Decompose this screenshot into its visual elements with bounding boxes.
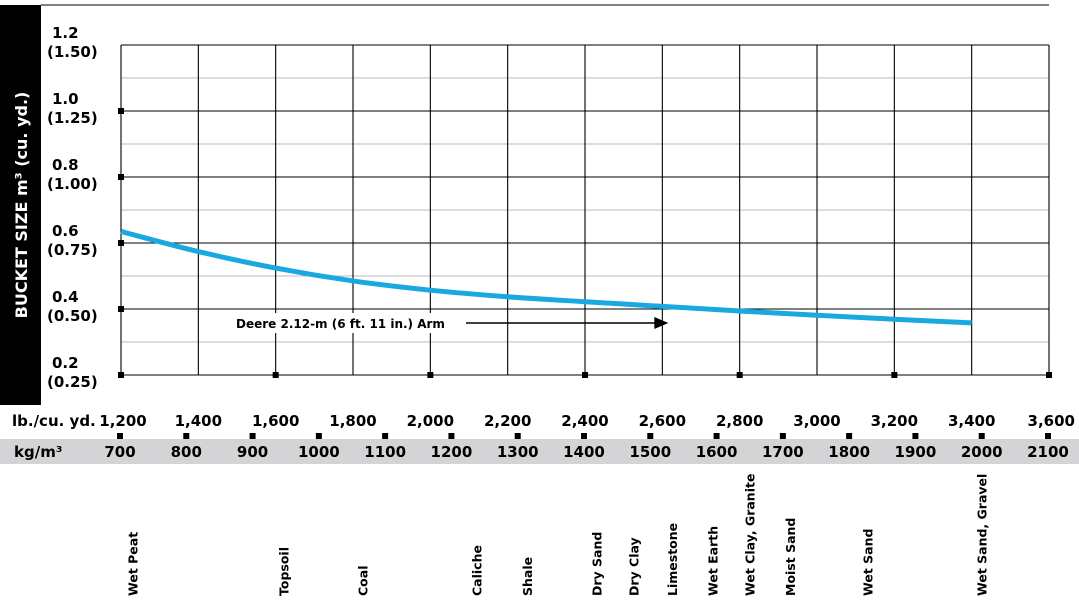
kg-band — [0, 439, 1079, 464]
kg-tick-mark — [514, 433, 521, 439]
kg-tick-label: 1100 — [364, 443, 406, 461]
material-label: Dry Sand — [590, 532, 605, 596]
kg-tick-mark — [382, 433, 389, 439]
material-labels: Wet Peat Topsoil Coal Caliche Shale Dry Sand D… — [126, 474, 990, 596]
kg-tick-mark — [249, 433, 256, 439]
lb-tick-label: 2,200 — [484, 412, 531, 430]
kg-tick-label: 1300 — [497, 443, 539, 461]
series-line — [120, 229, 972, 326]
kg-tick-label: 1600 — [696, 443, 738, 461]
material-label: Wet Sand — [860, 529, 875, 596]
y-tick-labels: 0.2(0.25)0.4(0.50)0.6(0.75)0.8(1.00)1.0(… — [47, 24, 98, 391]
kg-tick-mark — [912, 433, 919, 439]
kg-tick-label: 700 — [104, 443, 135, 461]
y-axis-label: BUCKET SIZE m³ (cu. yd.) — [12, 92, 31, 319]
axis-bands: BUCKET SIZE m³ (cu. yd.) — [0, 4, 1079, 464]
kg-tick-mark — [117, 433, 123, 439]
series-curves — [120, 229, 972, 326]
material-label: Limestone — [665, 523, 680, 596]
annotation-bg — [232, 313, 464, 333]
kg-tick-mark — [779, 433, 786, 439]
material-label: Wet Peat — [126, 532, 141, 596]
lb-tick-label: 2,400 — [561, 412, 608, 430]
kg-tick-label: 2100 — [1027, 443, 1069, 461]
y-tick-label: 0.4 — [52, 288, 79, 306]
y-tick-sublabel: (0.75) — [47, 241, 98, 259]
material-label: Shale — [520, 557, 535, 596]
kg-tick-mark — [1045, 433, 1051, 439]
lb-tick-label: 1,800 — [329, 412, 376, 430]
x-tick-labels: lb./cu. yd. 1,200 1,400 1,600 1,800 2,000 2,20… — [12, 412, 1075, 461]
y-label-band — [0, 5, 41, 405]
material-label: Coal — [356, 566, 371, 596]
kg-tick-mark — [846, 433, 853, 439]
arm-annotation: Deere 2.12-m (6 ft. 11 in.) Arm — [232, 313, 669, 333]
kg-tick-label: 1200 — [431, 443, 473, 461]
x-tick-mark — [736, 372, 743, 378]
lb-tick-label: 2,800 — [716, 412, 763, 430]
material-label: Topsoil — [276, 547, 291, 596]
lb-tick-label: 3,000 — [793, 412, 840, 430]
kg-tick-label: 1800 — [828, 443, 870, 461]
x-tick-mark — [582, 372, 588, 378]
kg-tick-label: 900 — [237, 443, 268, 461]
x-tick-mark — [118, 372, 124, 378]
lb-tick-label: 3,200 — [871, 412, 918, 430]
material-label: Caliche — [470, 545, 485, 596]
kg-tick-mark — [448, 433, 455, 439]
y-tick-mark — [118, 108, 124, 114]
material-label: Wet Sand, Gravel — [974, 474, 989, 596]
kg-tick-mark — [978, 433, 985, 439]
lb-tick-label: 3,400 — [948, 412, 995, 430]
y-tick-sublabel: (0.50) — [47, 307, 98, 325]
y-tick-label: 1.0 — [52, 90, 79, 108]
kg-tick-mark — [183, 433, 190, 439]
annotation-text: Deere 2.12-m (6 ft. 11 in.) Arm — [236, 317, 445, 331]
y-tick-label: 0.8 — [52, 156, 79, 174]
y-tick-sublabel: (1.50) — [47, 43, 98, 61]
x-tick-mark — [272, 372, 279, 378]
material-label: Wet Earth — [706, 526, 721, 596]
x-tick-mark — [1046, 372, 1052, 378]
y-tick-mark — [118, 174, 124, 180]
x-tick-mark — [891, 372, 898, 378]
y-tick-label: 1.2 — [52, 24, 79, 42]
y-tick-sublabel: (0.25) — [47, 373, 98, 391]
material-label: Dry Clay — [626, 537, 641, 596]
material-label: Wet Clay, Granite — [742, 474, 757, 596]
lb-tick-label: 1,400 — [175, 412, 222, 430]
kg-tick-label: 1700 — [762, 443, 804, 461]
kg-tick-mark — [647, 433, 654, 439]
y-tick-label: 0.6 — [52, 222, 79, 240]
kg-tick-mark — [581, 433, 587, 439]
lb-tick-label: 1,200 — [99, 412, 146, 430]
kg-tick-label: 1500 — [629, 443, 671, 461]
annotation-arrowhead — [654, 317, 669, 329]
material-label: Moist Sand — [783, 518, 798, 596]
lb-tick-label: 1,600 — [252, 412, 299, 430]
lb-tick-label: 2,000 — [407, 412, 454, 430]
y-tick-mark — [118, 240, 124, 246]
kg-tick-label: 1900 — [895, 443, 937, 461]
kg-tick-label: 2000 — [961, 443, 1003, 461]
y-tick-label: 0.2 — [52, 354, 79, 372]
lb-tick-label: 3,600 — [1028, 412, 1075, 430]
kg-tick-mark — [315, 433, 322, 439]
kg-tick-label: 800 — [171, 443, 202, 461]
lb-tick-label: 2,600 — [639, 412, 686, 430]
kg-tick-mark — [713, 433, 720, 439]
kg-tick-label: 1000 — [298, 443, 340, 461]
y-tick-mark — [118, 306, 124, 312]
y-tick-sublabel: (1.00) — [47, 175, 98, 193]
x-tick-mark — [427, 372, 434, 378]
lb-unit-label: lb./cu. yd. — [12, 412, 96, 430]
y-tick-sublabel: (1.25) — [47, 109, 98, 127]
kg-tick-label: 1400 — [563, 443, 605, 461]
kg-unit-label: kg/m³ — [14, 443, 62, 461]
